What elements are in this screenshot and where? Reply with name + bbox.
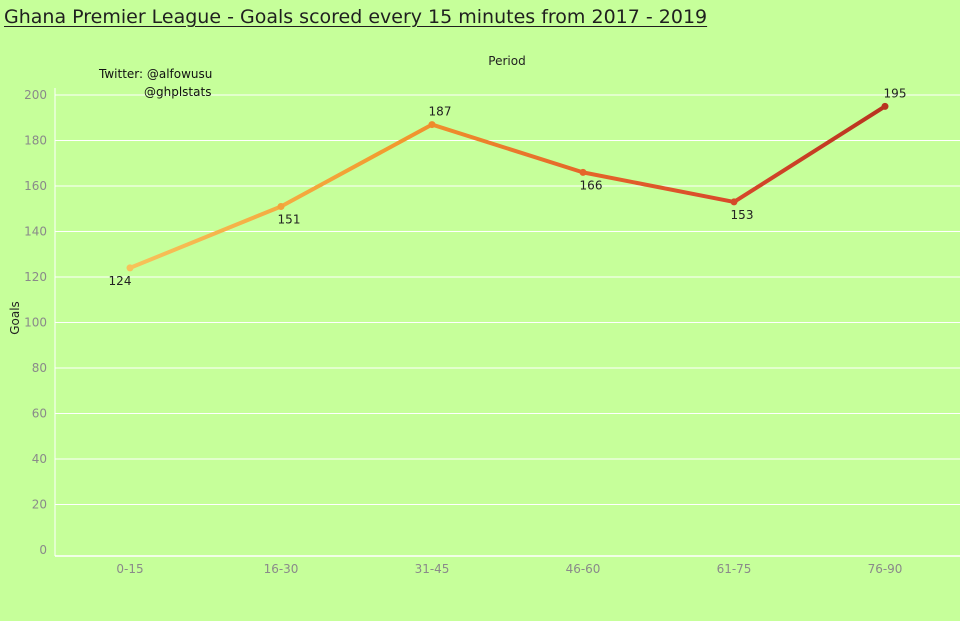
y-tick-label: 180 — [24, 134, 47, 148]
data-point — [126, 264, 134, 272]
y-tick-label: 100 — [24, 316, 47, 330]
y-tick-label: 200 — [24, 88, 47, 102]
data-label: 151 — [278, 212, 301, 226]
data-point — [579, 168, 587, 176]
x-tick-label: 61-75 — [717, 562, 752, 576]
y-tick-label: 40 — [32, 452, 47, 466]
y-tick-label: 80 — [32, 361, 47, 375]
y-tick-label: 140 — [24, 225, 47, 239]
y-axis-title: Goals — [8, 301, 22, 335]
gridlines — [55, 94, 960, 505]
data-label: 166 — [580, 178, 603, 192]
x-tick-label: 46-60 — [566, 562, 601, 576]
x-tick-labels: 0-15 16-30 31-45 46-60 61-75 76-90 — [116, 562, 902, 576]
data-point — [881, 102, 889, 110]
data-labels: 124 151 187 166 153 195 — [109, 86, 907, 288]
data-point — [730, 198, 738, 206]
y-tick-label: 60 — [32, 407, 47, 421]
data-points — [126, 102, 889, 272]
data-label: 187 — [429, 105, 452, 119]
data-point — [428, 121, 436, 129]
data-point — [277, 202, 285, 210]
chart-title: Ghana Premier League - Goals scored ever… — [4, 6, 708, 28]
x-axis-title: Period — [488, 54, 525, 68]
data-label: 124 — [109, 274, 132, 288]
y-tick-label: 120 — [24, 270, 47, 284]
x-tick-label: 31-45 — [415, 562, 450, 576]
handle-note: @ghplstats — [144, 85, 211, 99]
y-tick-label: 0 — [39, 543, 47, 557]
x-tick-label: 0-15 — [116, 562, 143, 576]
twitter-note: Twitter: @alfowusu — [98, 67, 212, 81]
data-label: 153 — [731, 208, 754, 222]
data-label: 195 — [884, 86, 907, 100]
x-tick-label: 76-90 — [868, 562, 903, 576]
y-tick-labels: 0 20 40 60 80 100 120 140 160 180 200 — [24, 88, 47, 557]
y-tick-label: 20 — [32, 498, 47, 512]
y-tick-label: 160 — [24, 179, 47, 193]
series-line — [128, 104, 887, 270]
x-tick-label: 16-30 — [264, 562, 299, 576]
